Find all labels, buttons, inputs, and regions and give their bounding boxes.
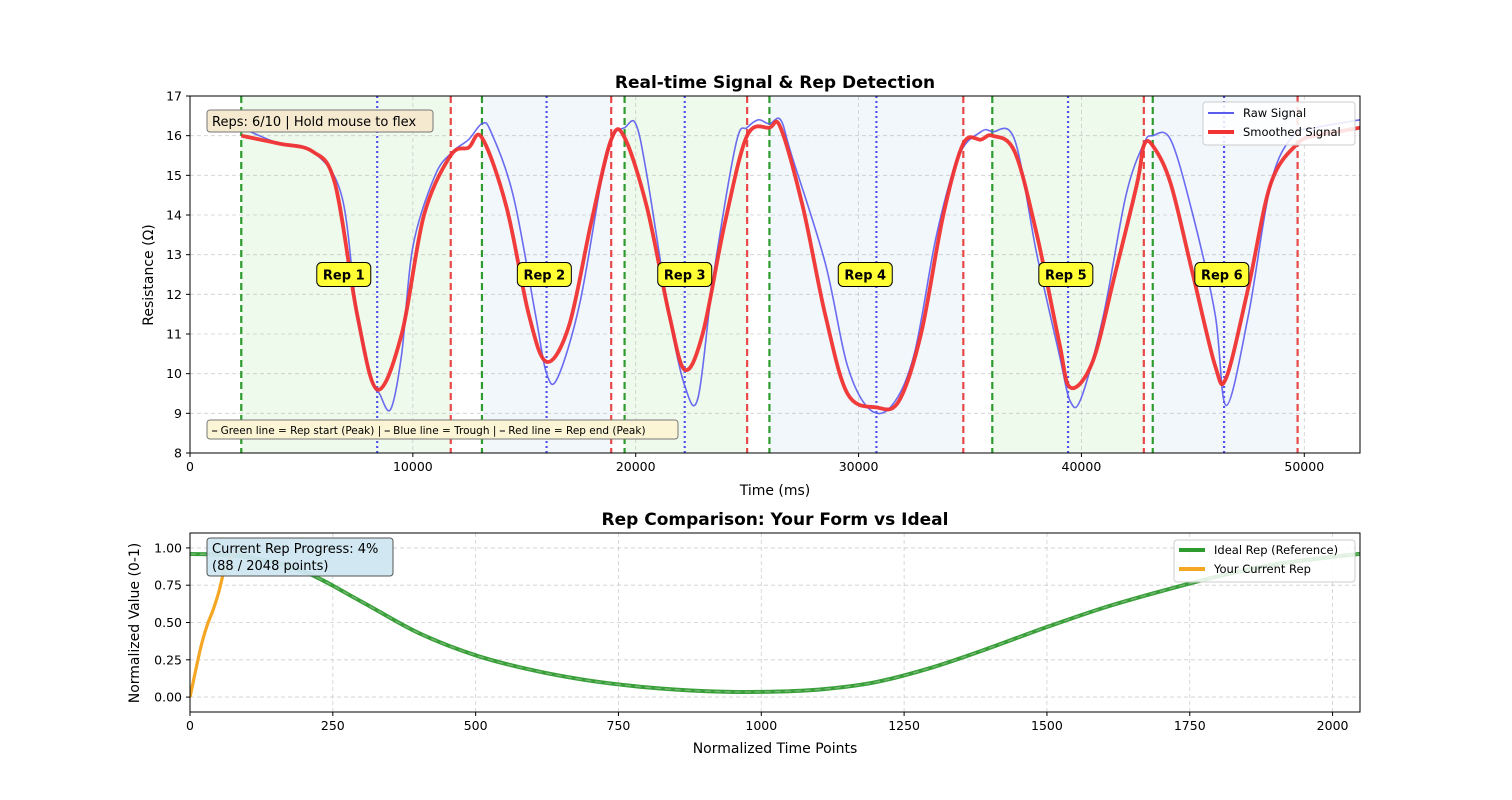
series-smoothed-signal — [240, 119, 1360, 412]
x-tick-label: 0 — [186, 459, 194, 474]
y-tick-label: 15 — [166, 168, 182, 183]
series-ideal-rep-dash — [190, 553, 1360, 693]
x-tick-label: 10000 — [393, 459, 433, 474]
y-tick-label: 11 — [166, 327, 182, 342]
y-tick-label: 8 — [174, 446, 182, 461]
x-tick-label: 1500 — [1031, 718, 1063, 733]
reps-info-text: Reps: 6/10 | Hold mouse to flex — [212, 115, 416, 130]
signal-chart-frame — [189, 95, 1361, 454]
legend-label-current-rep: Your Current Rep — [1213, 562, 1311, 576]
progress-info-line-2: (88 / 2048 points) — [212, 559, 328, 574]
signal-chart: Rep 1 Rep 2 Rep 3 Rep 4 Rep 5 Rep 6 0 10000 200… — [141, 73, 1361, 499]
signal-chart-title: Real-time Signal & Rep Detection — [615, 73, 935, 93]
rep-label-6: Rep 6 — [1194, 262, 1250, 287]
y-tick-label: 0.50 — [154, 615, 182, 630]
x-tick-label: 750 — [607, 718, 631, 733]
signal-chart-ylabel: Resistance (Ω) — [141, 224, 157, 326]
rep-label-box — [657, 262, 713, 287]
x-tick-label: 20000 — [616, 459, 656, 474]
x-tick-label: 50000 — [1284, 459, 1324, 474]
line-legend-note: ⎯ Green line = Rep start (Peak) | ⎯ Blue… — [206, 419, 679, 440]
comparison-chart-title: Rep Comparison: Your Form vs Ideal — [602, 510, 949, 530]
comparison-chart-xlabel: Normalized Time Points — [693, 741, 858, 757]
y-tick-label: 0.75 — [154, 578, 182, 593]
y-tick-label: 0.00 — [154, 690, 182, 705]
x-tick-label: 1000 — [745, 718, 777, 733]
comparison-chart: 0 250 500 750 1000 1250 1500 1750 2000 0.00 0.25 0… — [127, 510, 1361, 757]
rep-label-text: Rep 3 — [664, 269, 706, 284]
legend-label-raw-signal: Raw Signal — [1243, 106, 1306, 120]
y-tick-label: 9 — [174, 406, 182, 421]
y-tick-label: 14 — [166, 208, 182, 223]
x-tick-label: 250 — [321, 718, 345, 733]
progress-info-box: Current Rep Progress: 4% (88 / 2048 poin… — [206, 537, 394, 577]
rep-label-3: Rep 3 — [657, 262, 713, 287]
line-legend-note-text: ⎯ Green line = Rep start (Peak) | ⎯ Blue… — [212, 425, 646, 437]
x-tick-label: 1750 — [1174, 718, 1206, 733]
rep-label-4: Rep 4 — [837, 262, 893, 287]
comparison-chart-ylabel: Normalized Value (0-1) — [127, 543, 143, 704]
signal-chart-xlabel: Time (ms) — [739, 483, 811, 499]
y-tick-label: 13 — [166, 247, 182, 262]
y-tick-label: 1.00 — [154, 540, 182, 555]
y-tick-label: 17 — [166, 89, 182, 104]
y-tick-label: 12 — [166, 287, 182, 302]
rep-label-box — [1038, 262, 1094, 287]
rep-label-text: Rep 4 — [844, 269, 886, 284]
x-tick-label: 40000 — [1062, 459, 1102, 474]
y-tick-label: 16 — [166, 128, 182, 143]
x-tick-label: 500 — [464, 718, 488, 733]
x-tick-label: 30000 — [839, 459, 879, 474]
x-tick-label: 2000 — [1317, 718, 1349, 733]
rep-label-1: Rep 1 — [316, 262, 372, 287]
rep-label-5: Rep 5 — [1038, 262, 1094, 287]
x-tick-label: 1250 — [888, 718, 920, 733]
y-tick-label: 0.25 — [154, 652, 182, 667]
comparison-chart-legend: Ideal Rep (Reference) Your Current Rep — [1173, 539, 1356, 583]
rep-label-text: Rep 6 — [1201, 269, 1243, 284]
rep-label-box — [837, 262, 893, 287]
legend-label-smoothed-signal: Smoothed Signal — [1243, 125, 1341, 139]
rep-label-text: Rep 1 — [323, 269, 365, 284]
rep-label-box — [516, 262, 572, 287]
reps-info-box: Reps: 6/10 | Hold mouse to flex — [206, 109, 434, 133]
progress-info-line-1: Current Rep Progress: 4% — [212, 542, 378, 557]
x-tick-label: 0 — [186, 718, 194, 733]
rep-label-box — [1194, 262, 1250, 287]
rep-label-text: Rep 2 — [523, 269, 565, 284]
rep-label-2: Rep 2 — [516, 262, 572, 287]
legend-label-ideal-rep: Ideal Rep (Reference) — [1214, 543, 1338, 557]
signal-chart-legend: Raw Signal Smoothed Signal — [1202, 101, 1356, 146]
y-tick-label: 10 — [166, 366, 182, 381]
rep-label-text: Rep 5 — [1045, 269, 1087, 284]
rep-label-box — [316, 262, 372, 287]
